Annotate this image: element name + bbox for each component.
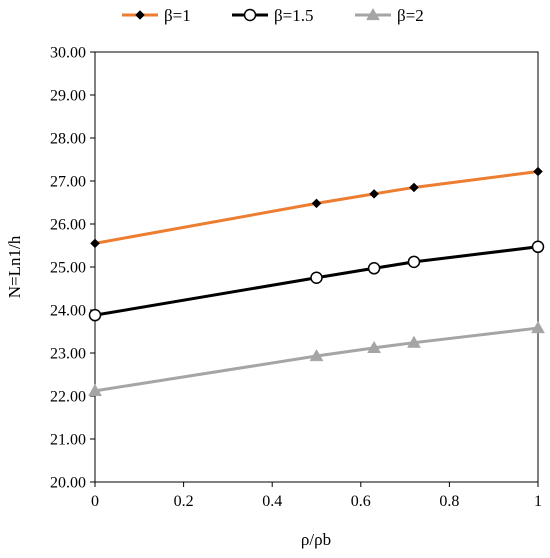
y-tick-label: 29.00 xyxy=(50,88,86,105)
y-tick-label: 27.00 xyxy=(50,174,86,191)
x-tick-label: 1 xyxy=(534,493,542,510)
x-axis-title: ρ/ρb xyxy=(301,530,331,549)
series-3 xyxy=(88,321,545,396)
x-tick-label: 0.4 xyxy=(262,493,282,510)
x-tick-label: 0.2 xyxy=(174,493,194,510)
data-point xyxy=(90,238,100,249)
y-tick-label: 28.00 xyxy=(50,131,86,148)
data-point xyxy=(533,166,543,177)
data-point xyxy=(367,262,381,275)
y-tick-label: 23.00 xyxy=(50,346,86,363)
y-tick-label: 30.00 xyxy=(50,45,86,62)
legend-label: β=1.5 xyxy=(274,6,314,25)
legend-marker xyxy=(135,10,145,20)
x-axis-ticks: 0 0.2 0.4 0.6 0.8 1 xyxy=(91,482,542,510)
legend-label: β=2 xyxy=(397,6,424,25)
series-1 xyxy=(90,166,543,249)
x-tick-label: 0.8 xyxy=(439,493,459,510)
legend: β=1 β=1.5 β=2 xyxy=(122,6,424,25)
legend-item: β=1 xyxy=(122,6,191,25)
series-2 xyxy=(88,240,545,322)
data-point xyxy=(409,182,419,193)
series-layer xyxy=(88,166,545,396)
legend-label: β=1 xyxy=(164,6,191,25)
data-point xyxy=(367,340,382,353)
data-point xyxy=(407,335,421,348)
plot-area xyxy=(94,51,539,483)
x-tick-label: 0.6 xyxy=(351,493,371,510)
legend-marker xyxy=(243,8,257,22)
data-point xyxy=(88,383,102,396)
legend-item: β=1.5 xyxy=(232,6,314,25)
data-point xyxy=(407,255,421,269)
data-point xyxy=(369,189,379,199)
data-point xyxy=(311,198,322,209)
y-axis-title: N=Ln1/h xyxy=(5,235,24,298)
y-axis-ticks: 20.00 21.00 22.00 23.00 24.00 25.00 26.00 27.00… xyxy=(50,45,95,492)
x-tick-label: 0 xyxy=(91,493,99,510)
legend-item: β=2 xyxy=(355,6,424,25)
data-point xyxy=(531,321,545,334)
data-point xyxy=(309,349,324,362)
data-point xyxy=(310,271,323,284)
y-tick-label: 26.00 xyxy=(50,217,86,234)
y-tick-label: 24.00 xyxy=(50,303,86,320)
data-point xyxy=(88,308,102,322)
data-point xyxy=(531,240,545,254)
y-tick-label: 25.00 xyxy=(50,260,86,277)
legend-marker xyxy=(366,7,380,21)
y-tick-label: 20.00 xyxy=(50,475,86,492)
y-tick-label: 21.00 xyxy=(50,432,86,449)
y-tick-label: 22.00 xyxy=(50,389,86,406)
